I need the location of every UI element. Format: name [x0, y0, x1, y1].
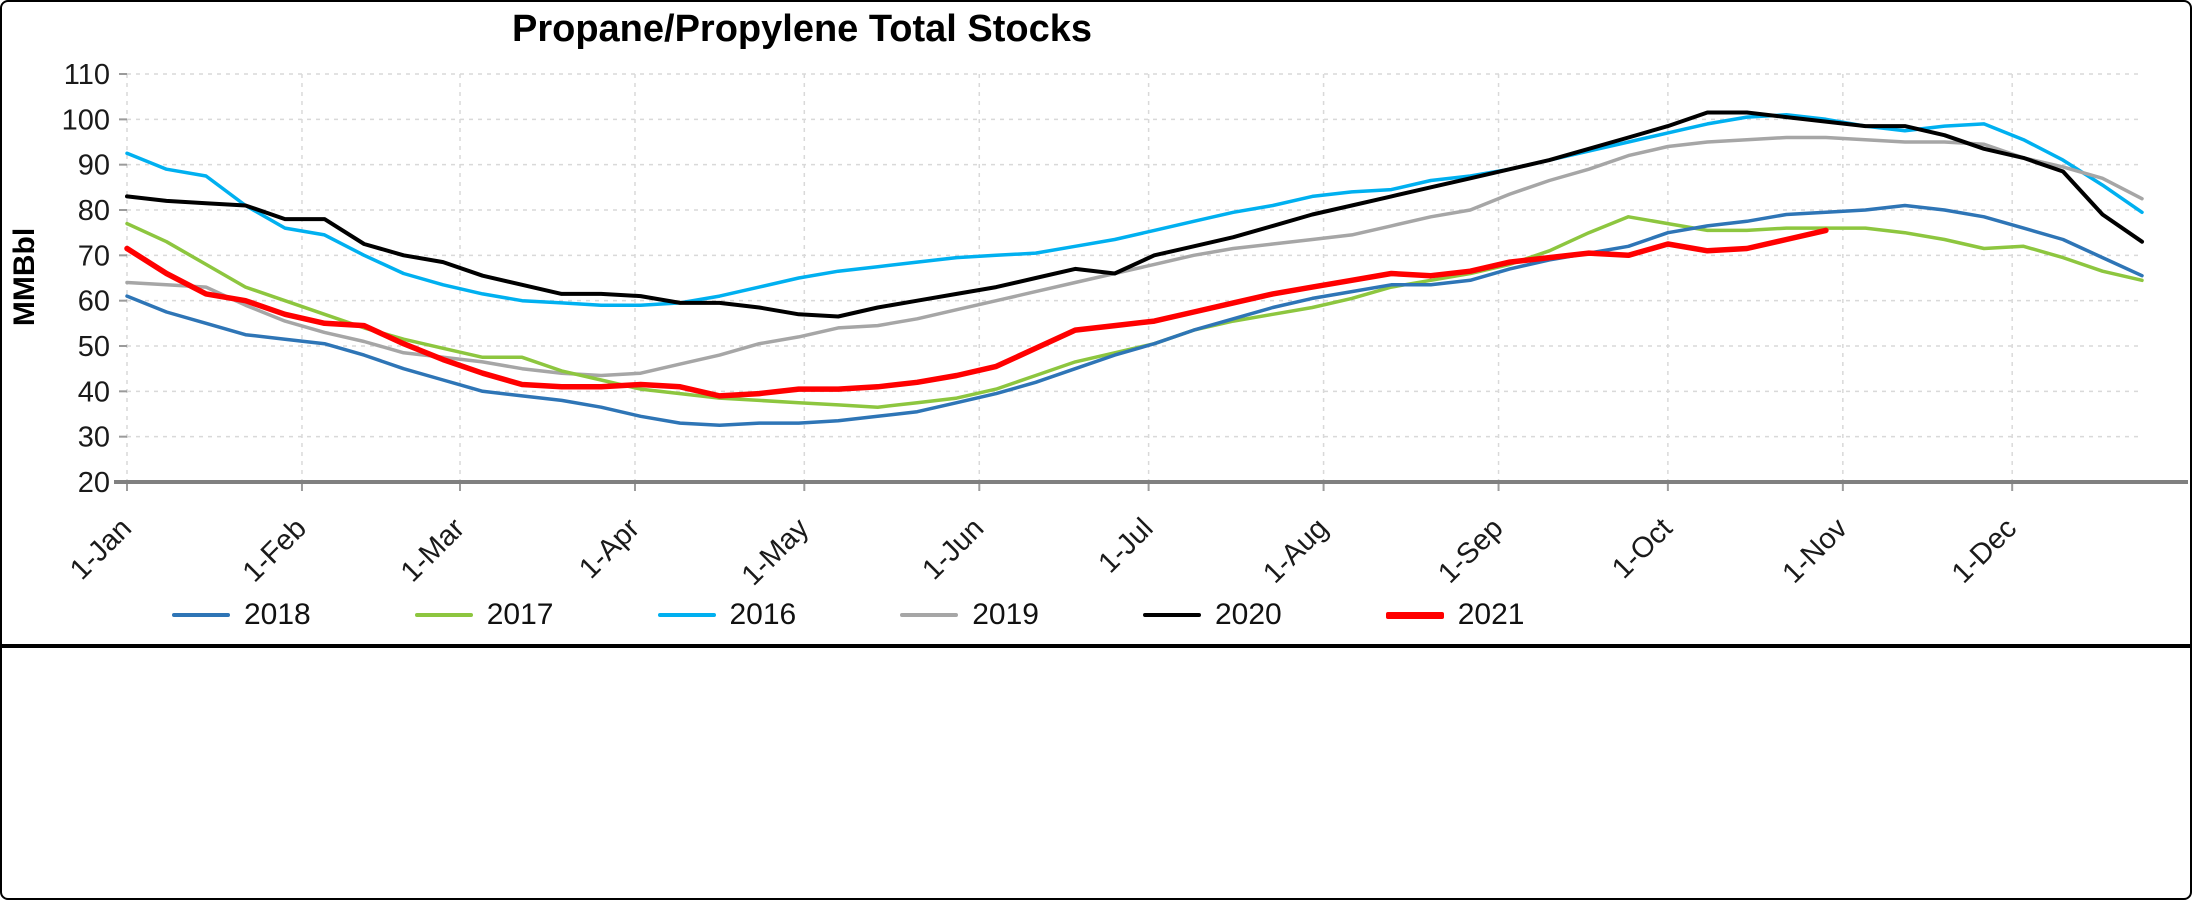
line-swatch-icon — [1143, 612, 1201, 618]
legend-label: 2018 — [244, 598, 311, 631]
svg-text:1-Aug: 1-Aug — [1257, 512, 1334, 589]
line-swatch-icon — [657, 612, 716, 618]
legend-item-2016: 2016 — [657, 598, 797, 632]
svg-text:40: 40 — [78, 376, 110, 408]
legend-item-2017: 2017 — [414, 598, 554, 632]
legend-label: 2016 — [729, 598, 797, 631]
svg-text:1-Apr: 1-Apr — [573, 512, 646, 585]
svg-text:1-Dec: 1-Dec — [1946, 512, 2023, 589]
legend-label: 2019 — [972, 598, 1039, 631]
chart-legend: 2018 2017 2016 2019 2020 2021 — [172, 598, 1525, 632]
svg-text:1-Jan: 1-Jan — [64, 512, 138, 586]
chart-bottom-border — [2, 644, 2190, 648]
svg-text:1-Mar: 1-Mar — [395, 512, 471, 588]
svg-text:50: 50 — [78, 331, 110, 363]
svg-text:1-Oct: 1-Oct — [1606, 512, 1679, 585]
svg-text:80: 80 — [78, 195, 110, 227]
chart-title: Propane/Propylene Total Stocks — [511, 8, 1092, 50]
line-swatch-icon — [414, 612, 473, 618]
line-swatch-icon — [172, 612, 230, 618]
svg-text:1-Jun: 1-Jun — [916, 512, 990, 586]
legend-label: 2017 — [486, 598, 554, 631]
svg-text:30: 30 — [78, 422, 110, 454]
legend-item-2019: 2019 — [900, 598, 1039, 632]
svg-text:20: 20 — [78, 467, 110, 499]
svg-text:1-Jul: 1-Jul — [1092, 512, 1159, 579]
legend-item-2020: 2020 — [1143, 598, 1282, 632]
legend-label: 2021 — [1457, 598, 1525, 631]
line-swatch-icon — [1385, 611, 1444, 619]
svg-text:1-May: 1-May — [736, 512, 816, 592]
legend-item-2021: 2021 — [1385, 598, 1525, 632]
svg-text:60: 60 — [78, 286, 110, 318]
svg-text:1-Feb: 1-Feb — [237, 512, 313, 588]
line-swatch-icon — [900, 612, 959, 618]
svg-text:1-Nov: 1-Nov — [1776, 512, 1854, 590]
chart-plot-area: 1-Jan 1-Feb 1-Mar 1-Apr 1-May 1-Jun 1-Jul 1-Aug… — [62, 59, 2188, 592]
legend-item-2018: 2018 — [172, 598, 311, 632]
svg-text:110: 110 — [64, 59, 110, 91]
legend-label: 2020 — [1215, 598, 1282, 631]
svg-text:100: 100 — [62, 104, 110, 136]
svg-text:70: 70 — [78, 240, 110, 272]
svg-text:1-Sep: 1-Sep — [1432, 512, 1509, 589]
svg-text:90: 90 — [78, 150, 110, 182]
